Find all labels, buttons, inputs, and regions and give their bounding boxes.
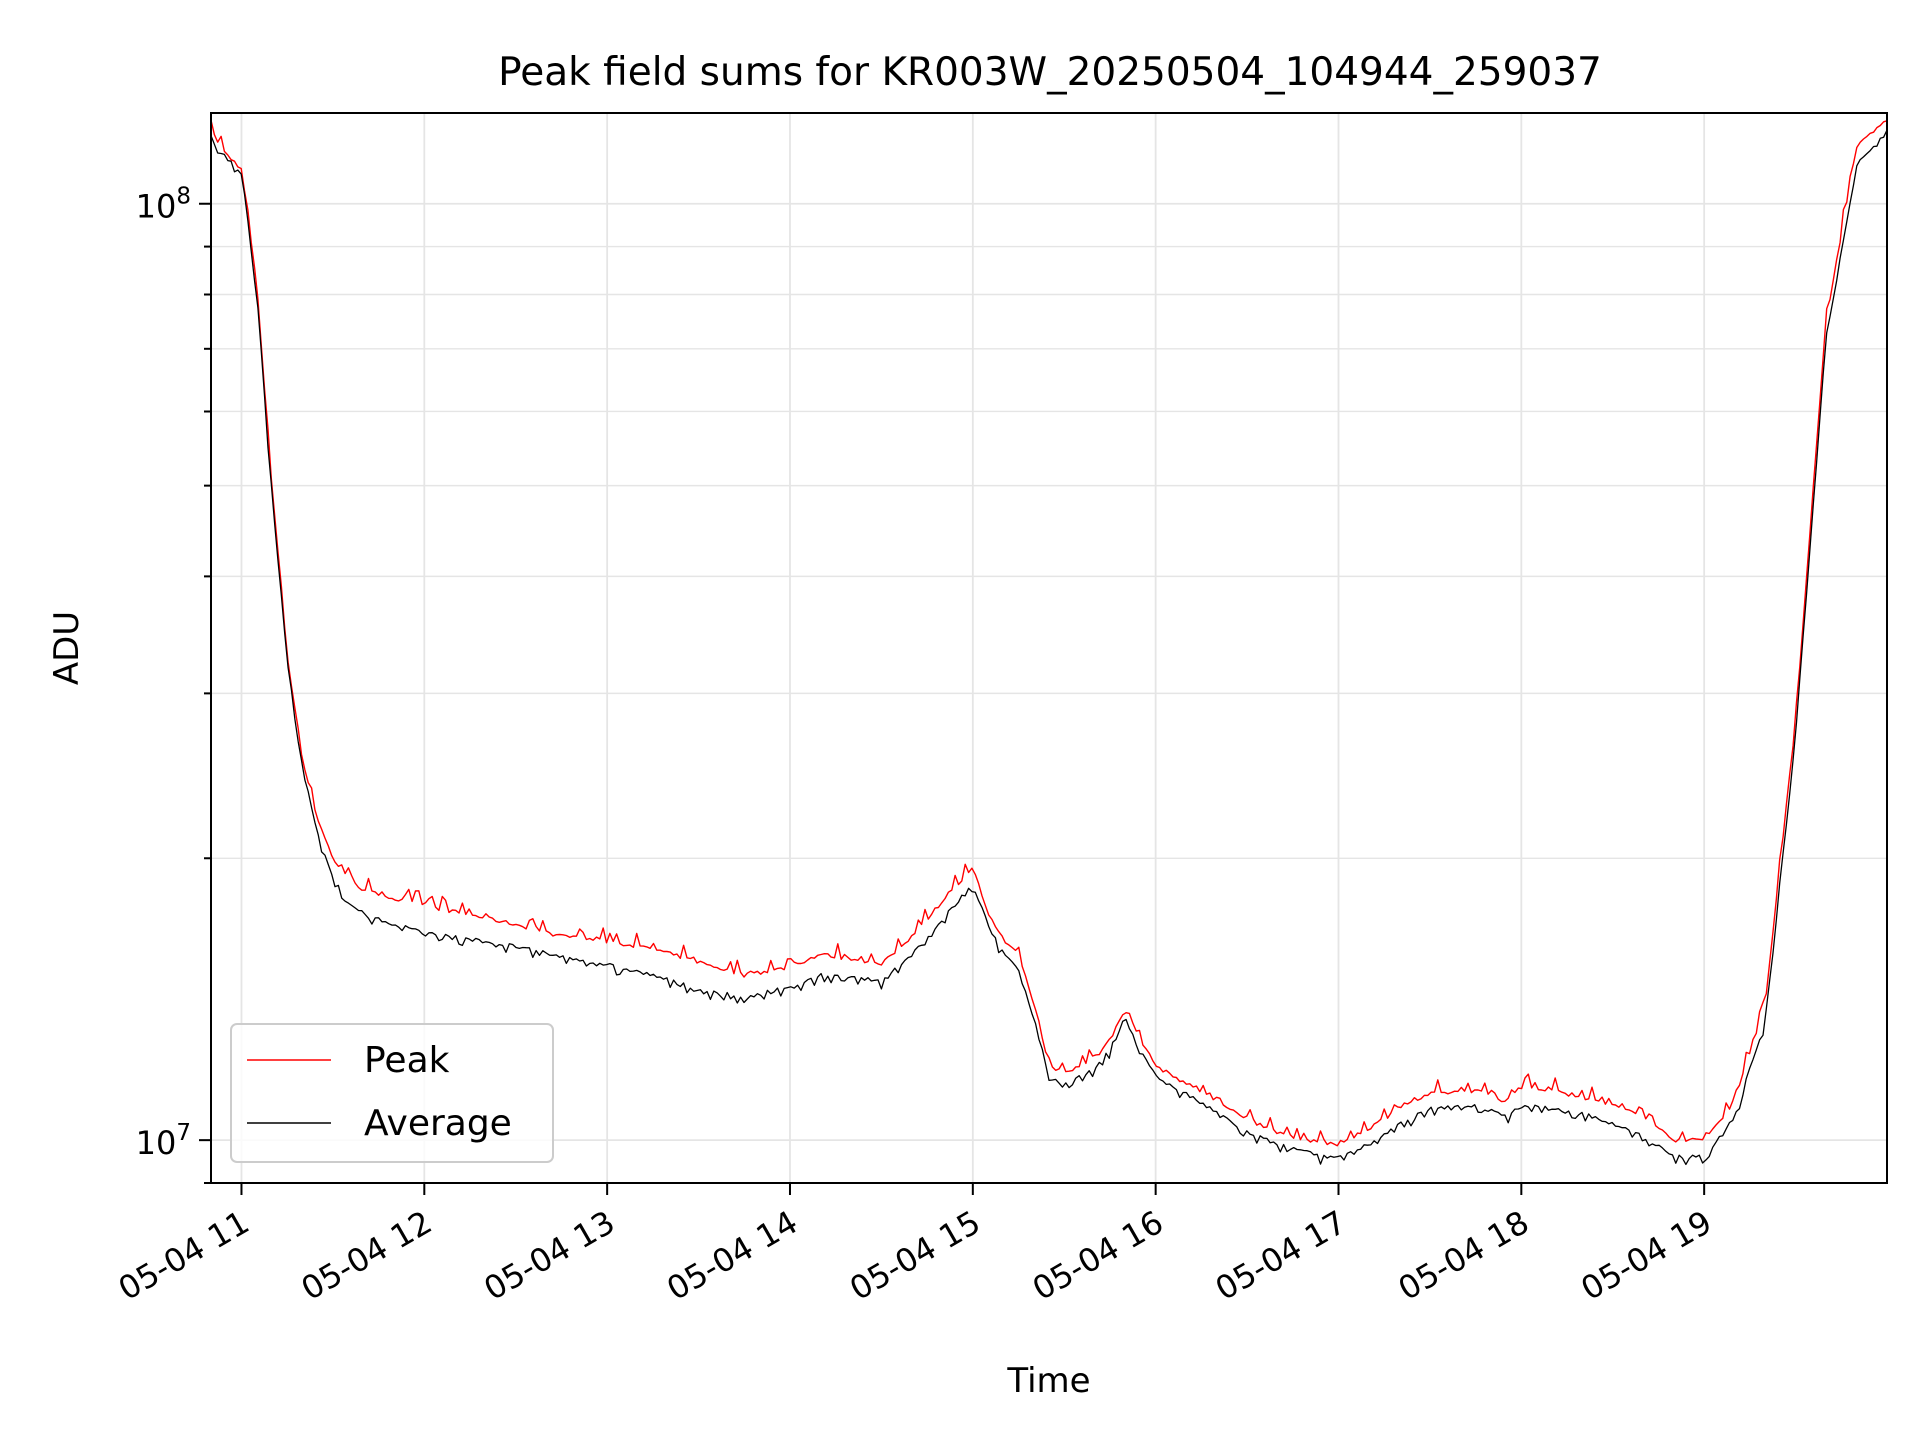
series-group [210,119,1888,1166]
legend-box [230,1023,554,1163]
average-series-line [210,129,1888,1166]
chart-title: Peak field sums for KR003W_20250504_1049… [498,50,1602,95]
x-axis-label: Time [1006,1361,1090,1401]
y-axis-ticks: 107 108 [136,184,211,1184]
legend-average-label: Average [364,1103,512,1144]
y-axis-label: ADU [47,611,87,685]
legend-peak-label: Peak [364,1040,450,1081]
peak-series-line [210,119,1888,1147]
legend: Peak Average [230,1023,554,1163]
y-tick-label: 108 [136,184,191,226]
grid [211,113,1887,1184]
y-tick-label: 107 [136,1120,191,1162]
plot-frame [210,112,1888,1184]
